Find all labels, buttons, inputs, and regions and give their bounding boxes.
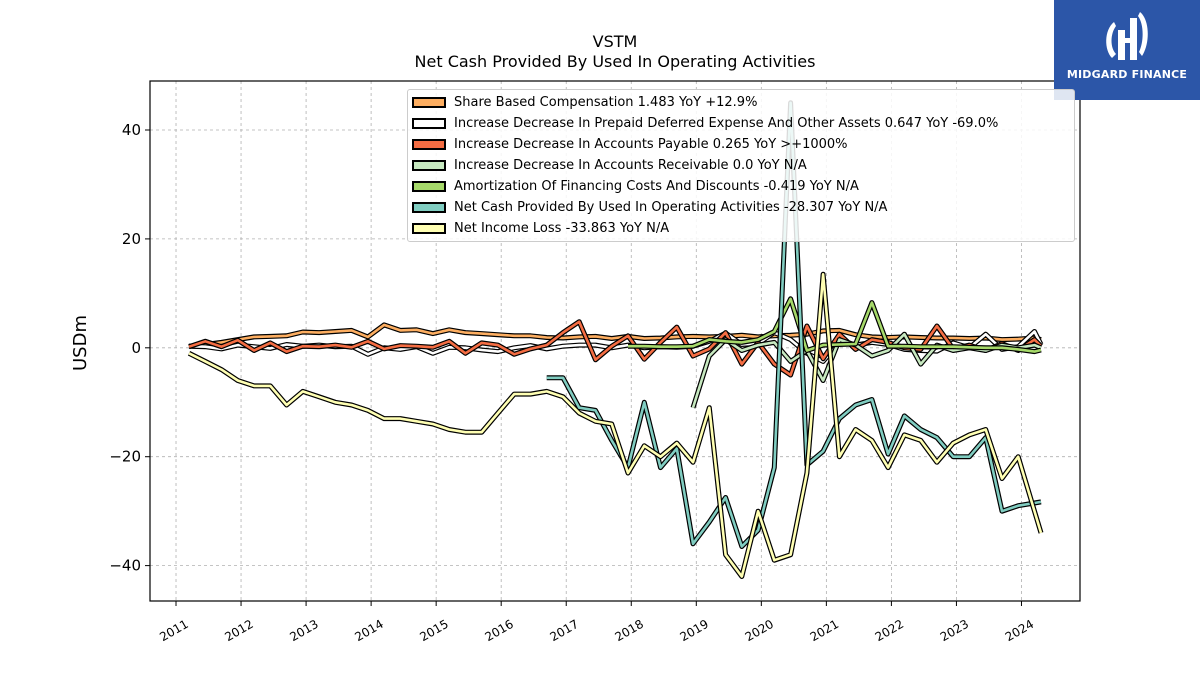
x-tick-label: 2012 (222, 617, 255, 644)
series-line-net-cash-provided-by-used-in-operating-activities (546, 101, 1042, 548)
legend-swatch (412, 222, 446, 234)
series-line-amortization-of-financing-costs-and-discounts (628, 297, 1042, 353)
x-tick-label: 2014 (352, 617, 385, 644)
x-tick-label: 2024 (1003, 617, 1036, 644)
legend-swatch (412, 201, 446, 213)
legend-label: Increase Decrease In Prepaid Deferred Ex… (454, 115, 999, 131)
legend-label: Net Cash Provided By Used In Operating A… (454, 199, 888, 215)
logo-mark-icon (1106, 12, 1148, 60)
logo-text: MIDGARD FINANCE (1066, 68, 1188, 81)
y-tick-label: −40 (109, 557, 141, 575)
y-tick-label: 20 (122, 230, 141, 248)
x-tick-label: 2020 (743, 617, 776, 644)
x-tick-label: 2023 (938, 617, 971, 644)
legend-swatch (412, 180, 446, 192)
legend-label: Increase Decrease In Accounts Payable 0.… (454, 136, 848, 152)
chart-subtitle: Net Cash Provided By Used In Operating A… (414, 52, 816, 71)
legend-item: Increase Decrease In Accounts Receivable… (412, 156, 807, 174)
legend-item: Amortization Of Financing Costs And Disc… (412, 177, 859, 195)
legend-label: Share Based Compensation 1.483 YoY +12.9… (454, 94, 758, 110)
x-tick-label: 2013 (287, 617, 320, 644)
legend-label: Amortization Of Financing Costs And Disc… (454, 178, 859, 194)
y-tick-label: 40 (122, 121, 141, 139)
series-lines (187, 100, 1044, 579)
brand-logo: MIDGARD FINANCE (1054, 0, 1200, 100)
legend-swatch (412, 96, 446, 108)
legend-swatch (412, 138, 446, 150)
x-tick-label: 2016 (482, 617, 515, 644)
legend-item: Net Cash Provided By Used In Operating A… (412, 198, 887, 216)
chart-title: VSTM (592, 32, 638, 51)
x-tick-label: 2022 (873, 617, 906, 644)
x-tick-label: 2021 (808, 617, 841, 644)
y-tick-label: 0 (131, 339, 141, 357)
legend-item: Share Based Compensation 1.483 YoY +12.9… (412, 93, 757, 111)
series-line-net-income-loss (188, 272, 1043, 578)
x-tick-label: 2019 (678, 617, 711, 644)
legend-swatch (412, 117, 446, 129)
x-tick-label: 2015 (417, 617, 450, 644)
chart-legend: Share Based Compensation 1.483 YoY +12.9… (407, 89, 1075, 242)
legend-label: Net Income Loss -33.863 YoY N/A (454, 220, 670, 236)
x-tick-label: 2011 (157, 617, 190, 644)
y-axis-label: USDm (70, 315, 91, 371)
y-tick-label: −20 (109, 448, 141, 466)
legend-item: Increase Decrease In Accounts Payable 0.… (412, 135, 848, 153)
x-tick-label: 2018 (613, 617, 646, 644)
x-tick-label: 2017 (547, 617, 580, 644)
legend-item: Net Income Loss -33.863 YoY N/A (412, 219, 669, 237)
legend-swatch (412, 159, 446, 171)
legend-item: Increase Decrease In Prepaid Deferred Ex… (412, 114, 998, 132)
plot-frame (149, 80, 1081, 602)
legend-label: Increase Decrease In Accounts Receivable… (454, 157, 807, 173)
